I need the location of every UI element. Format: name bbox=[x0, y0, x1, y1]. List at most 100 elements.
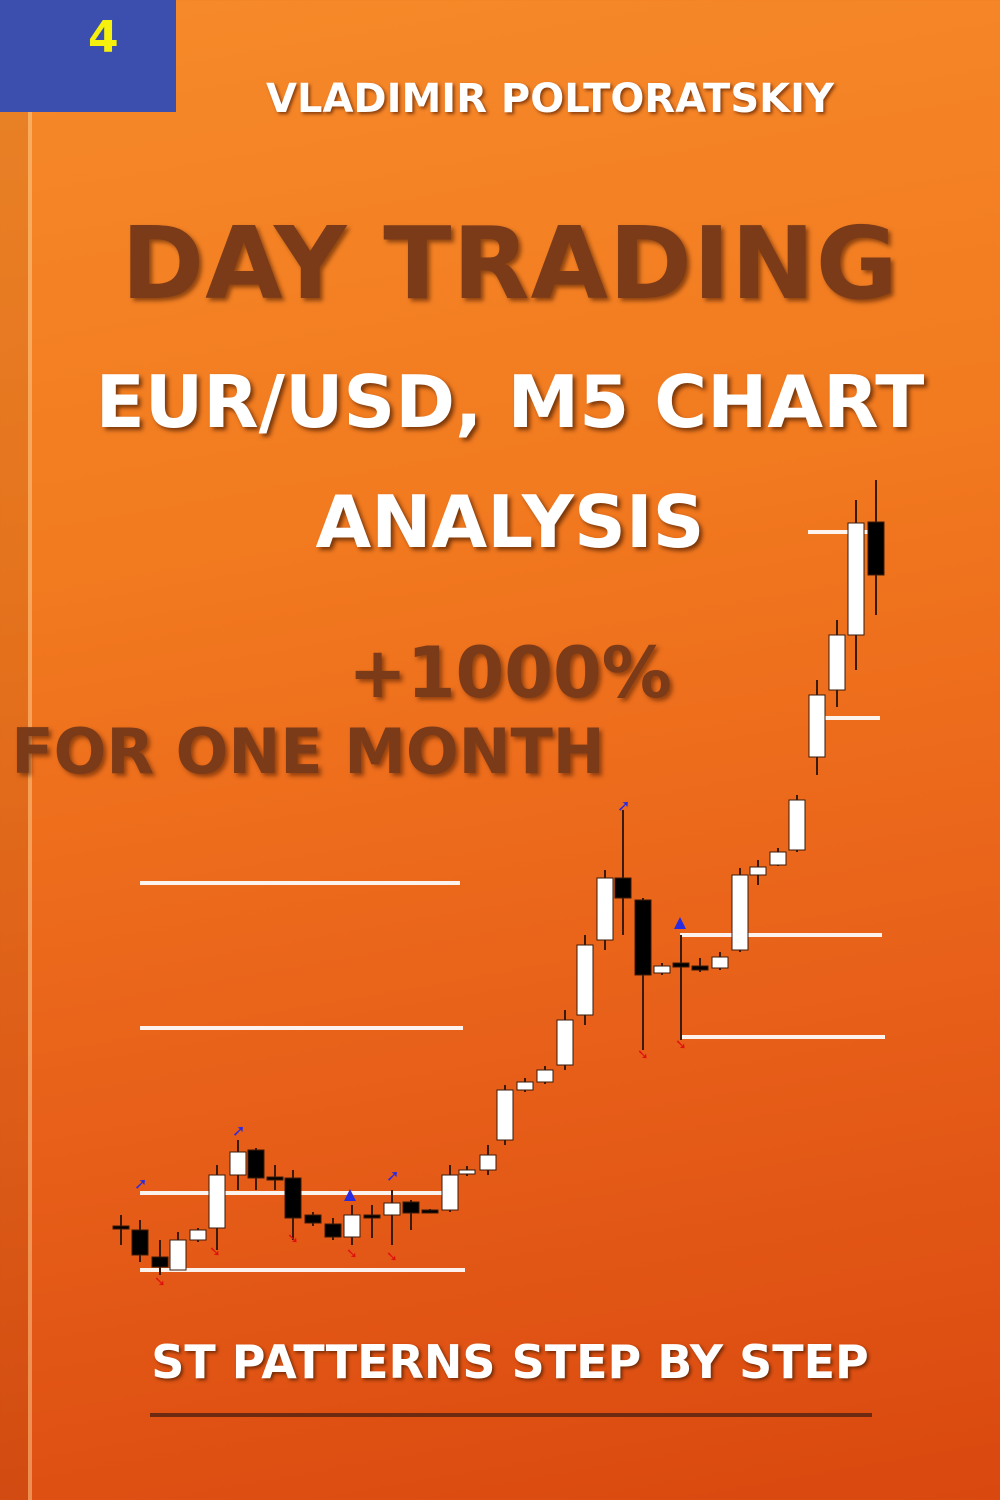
up-arrow-icon: ➚ bbox=[232, 1121, 245, 1140]
bullish-candle bbox=[496, 1085, 514, 1145]
bullish-candle bbox=[516, 1078, 534, 1092]
book-spine-edge bbox=[28, 0, 32, 1500]
candle-body bbox=[421, 1209, 439, 1214]
down-arrow-icon: ➘ bbox=[346, 1246, 358, 1262]
candle-body bbox=[769, 851, 787, 866]
candle-body bbox=[402, 1201, 420, 1214]
candle-body bbox=[343, 1214, 361, 1238]
candle-body bbox=[131, 1229, 149, 1256]
book-title: DAY TRADING bbox=[121, 205, 899, 322]
promo-line-2: FOR ONE MONTH bbox=[11, 715, 605, 788]
bearish-candle bbox=[402, 1200, 420, 1230]
candle-body bbox=[169, 1239, 187, 1271]
triangle-up-icon bbox=[674, 917, 686, 929]
bearish-candle bbox=[691, 958, 709, 972]
bullish-candle bbox=[208, 1165, 226, 1250]
bullish-candle bbox=[556, 1010, 574, 1070]
subtitle-line-1: EUR/USD, M5 CHART bbox=[95, 360, 925, 444]
down-arrow-icon: ➘ bbox=[209, 1244, 221, 1260]
subtitle-line-2: ANALYSIS bbox=[315, 480, 705, 564]
candle-body bbox=[324, 1223, 342, 1238]
bullish-candle bbox=[479, 1145, 497, 1175]
down-arrow-icon: ➘ bbox=[637, 1047, 649, 1063]
candle-body bbox=[749, 866, 767, 876]
bearish-candle bbox=[324, 1218, 342, 1240]
bullish-candle bbox=[383, 1190, 401, 1245]
candle-body bbox=[441, 1174, 459, 1211]
underline-divider bbox=[150, 1413, 872, 1417]
candle-body bbox=[867, 521, 885, 576]
volume-number: 4 bbox=[88, 12, 119, 63]
bullish-candle bbox=[749, 860, 767, 885]
down-arrow-icon: ➘ bbox=[287, 1231, 299, 1247]
bullish-candle bbox=[596, 870, 614, 950]
bullish-candle bbox=[828, 620, 846, 707]
book-spine-shade bbox=[0, 0, 28, 1500]
candle-body bbox=[691, 965, 709, 971]
bearish-candle bbox=[672, 935, 690, 1040]
up-arrow-icon: ➚ bbox=[134, 1174, 147, 1193]
candle-body bbox=[189, 1229, 207, 1241]
bullish-candle bbox=[343, 1205, 361, 1245]
bearish-candle bbox=[363, 1205, 381, 1238]
candle-body bbox=[383, 1202, 401, 1216]
candle-body bbox=[808, 694, 826, 758]
bullish-candle bbox=[711, 952, 729, 970]
series-title: ST PATTERNS STEP BY STEP bbox=[151, 1335, 869, 1389]
candle-body bbox=[536, 1069, 554, 1083]
candle-body bbox=[614, 877, 632, 899]
candle-body bbox=[284, 1177, 302, 1219]
bearish-candle bbox=[266, 1165, 284, 1190]
bullish-candle bbox=[788, 795, 806, 852]
promo-line-1: +1000% bbox=[348, 632, 672, 714]
bearish-candle bbox=[112, 1215, 130, 1245]
candle-body bbox=[304, 1214, 322, 1224]
triangle-up-icon bbox=[344, 1189, 356, 1201]
candle-body bbox=[788, 799, 806, 851]
bullish-candle bbox=[769, 848, 787, 866]
candle-body bbox=[229, 1151, 247, 1176]
candle-body bbox=[731, 874, 749, 951]
bearish-candle bbox=[614, 810, 632, 935]
bullish-candle bbox=[441, 1165, 459, 1212]
down-arrow-icon: ➘ bbox=[675, 1037, 687, 1053]
down-arrow-icon: ➘ bbox=[386, 1249, 398, 1265]
down-arrow-icon: ➘ bbox=[154, 1274, 166, 1290]
candle-body bbox=[247, 1149, 265, 1179]
bearish-candle bbox=[867, 480, 885, 615]
bullish-candle bbox=[731, 868, 749, 952]
bullish-candle bbox=[458, 1166, 476, 1176]
candle-body bbox=[634, 899, 652, 976]
bullish-candle bbox=[536, 1066, 554, 1084]
candle-body bbox=[516, 1081, 534, 1091]
up-arrow-icon: ➚ bbox=[386, 1166, 399, 1185]
volume-badge: 4 bbox=[0, 0, 176, 112]
candle-body bbox=[672, 962, 690, 968]
bullish-candle bbox=[808, 680, 826, 775]
bullish-candle bbox=[847, 500, 865, 670]
candle-body bbox=[556, 1019, 574, 1066]
candle-body bbox=[596, 877, 614, 941]
candle-body bbox=[496, 1089, 514, 1141]
candle-body bbox=[653, 965, 671, 974]
candle-body bbox=[208, 1174, 226, 1229]
bearish-candle bbox=[247, 1148, 265, 1190]
candle-body bbox=[479, 1154, 497, 1171]
bullish-candle bbox=[189, 1228, 207, 1242]
candle-body bbox=[458, 1169, 476, 1175]
author-name: VLADIMIR POLTORATSKIY bbox=[266, 76, 834, 122]
up-arrow-icon: ➚ bbox=[617, 796, 630, 815]
bearish-candle bbox=[284, 1170, 302, 1240]
bearish-candle bbox=[304, 1212, 322, 1226]
bearish-candle bbox=[634, 898, 652, 1050]
bearish-candle bbox=[131, 1220, 149, 1262]
candle-body bbox=[266, 1176, 284, 1181]
candle-body bbox=[847, 522, 865, 636]
candle-body bbox=[363, 1214, 381, 1219]
candle-body bbox=[711, 956, 729, 969]
bearish-candle bbox=[421, 1209, 439, 1214]
bullish-candle bbox=[229, 1140, 247, 1190]
candle-body bbox=[112, 1225, 130, 1230]
bearish-candle bbox=[151, 1240, 169, 1275]
